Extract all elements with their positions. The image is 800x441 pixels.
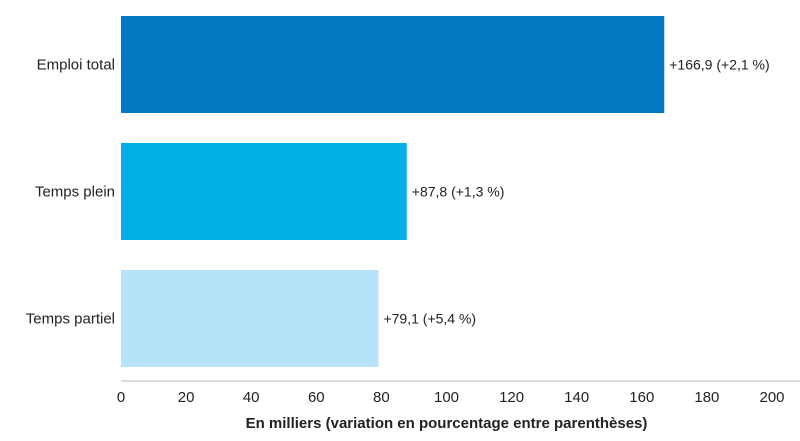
category-labels: Emploi total Temps plein Temps partiel	[26, 57, 115, 328]
bars-group	[121, 16, 665, 367]
x-tick-label: 200	[759, 389, 784, 406]
x-tick-label: 140	[564, 389, 589, 406]
x-tick-label: 180	[694, 389, 719, 406]
bar-1	[121, 143, 407, 240]
data-label: +166,9 (+2,1 %)	[669, 57, 769, 73]
category-label: Emploi total	[37, 57, 115, 74]
x-tick-label: 80	[373, 389, 390, 406]
bar-2	[121, 270, 379, 367]
x-tick-label: 20	[178, 389, 195, 406]
category-label: Temps plein	[35, 184, 115, 201]
x-tick-label: 40	[243, 389, 260, 406]
data-labels: +166,9 (+2,1 %) +87,8 (+1,3 %) +79,1 (+5,4…	[383, 57, 769, 327]
x-tick-label: 160	[629, 389, 654, 406]
x-tick-label: 60	[308, 389, 325, 406]
x-axis-ticks: 0 20 40 60 80 100 120 140 160 180 200	[117, 389, 785, 406]
data-label: +79,1 (+5,4 %)	[383, 311, 476, 327]
category-label: Temps partiel	[26, 311, 115, 328]
x-tick-label: 120	[499, 389, 524, 406]
data-label: +87,8 (+1,3 %)	[412, 184, 505, 200]
x-axis-title: En milliers (variation en pourcentage en…	[246, 415, 648, 432]
bar-0	[121, 16, 665, 113]
x-tick-label: 100	[434, 389, 459, 406]
x-tick-label: 0	[117, 389, 125, 406]
